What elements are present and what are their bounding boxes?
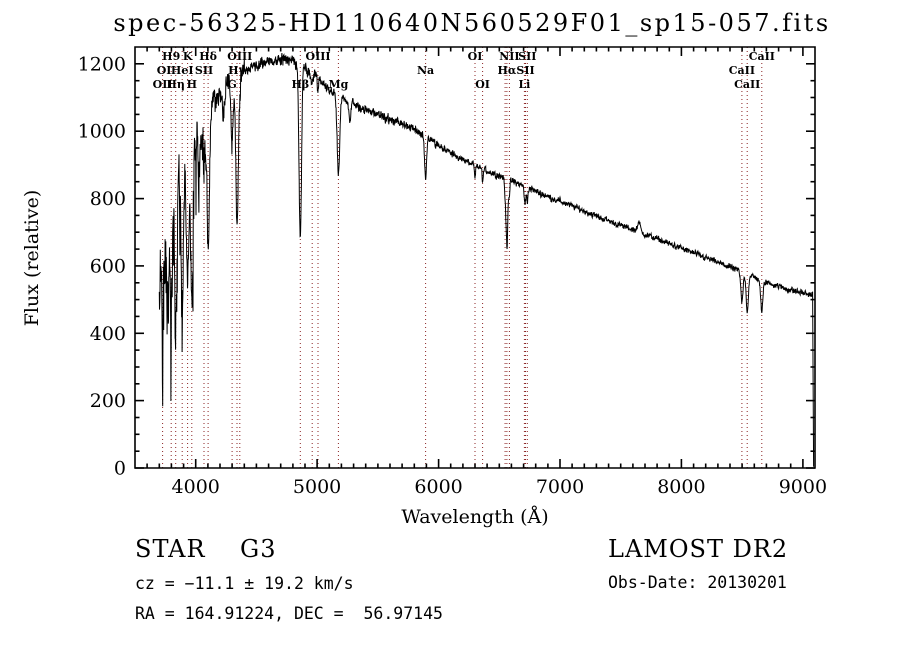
svg-text:5000: 5000	[293, 476, 341, 498]
svg-text:OI: OI	[468, 50, 483, 63]
radec-text: RA = 164.91224, DEC = 56.97145	[135, 604, 443, 623]
svg-text:4000: 4000	[172, 476, 220, 498]
svg-text:H: H	[187, 78, 197, 91]
svg-text:CaII: CaII	[734, 78, 760, 91]
spectrum-trace	[158, 52, 815, 467]
axes	[134, 46, 816, 469]
plot-title: spec-56325-HD110640N560529F01_sp15-057.f…	[113, 9, 830, 37]
svg-text:Hδ: Hδ	[199, 50, 217, 63]
svg-text:Na: Na	[417, 64, 434, 77]
svg-text:800: 800	[90, 188, 126, 210]
svg-text:400: 400	[90, 323, 126, 345]
svg-text:Li: Li	[518, 78, 530, 91]
x-axis-label: Wavelength (Å)	[401, 506, 548, 528]
svg-text:Hα: Hα	[497, 64, 516, 77]
svg-text:8000: 8000	[657, 476, 705, 498]
svg-text:SII: SII	[195, 64, 213, 77]
svg-text:Hη: Hη	[167, 78, 185, 91]
svg-text:CaII: CaII	[749, 50, 775, 63]
svg-text:OI: OI	[475, 78, 490, 91]
svg-text:1200: 1200	[78, 53, 126, 75]
svg-text:SII: SII	[516, 64, 534, 77]
svg-text:OII: OII	[153, 78, 173, 91]
svg-text:CaII: CaII	[729, 64, 755, 77]
svg-text:SII: SII	[518, 50, 536, 63]
svg-text:OI: OI	[157, 64, 172, 77]
spectral-line-markers	[162, 47, 763, 468]
tick-labels: 4000 5000 6000 7000 8000 9000 0 200 400 600 800 100…	[78, 53, 827, 498]
svg-text:200: 200	[90, 390, 126, 412]
svg-text:OIII: OIII	[305, 50, 330, 63]
svg-text:Mg: Mg	[328, 78, 348, 91]
survey-text: LAMOST DR2	[608, 535, 788, 563]
svg-text:6000: 6000	[414, 476, 462, 498]
svg-text:H9: H9	[162, 50, 180, 63]
svg-text:K: K	[183, 50, 193, 63]
svg-text:NII: NII	[499, 50, 519, 63]
svg-text:7000: 7000	[536, 476, 584, 498]
svg-text:1000: 1000	[78, 121, 126, 143]
svg-text:9000: 9000	[779, 476, 827, 498]
svg-text:OIII: OIII	[227, 50, 252, 63]
obs-date-text: Obs-Date: 20130201	[608, 573, 787, 592]
svg-text:HeI: HeI	[171, 64, 194, 77]
svg-text:Hβ: Hβ	[291, 78, 309, 91]
svg-text:600: 600	[90, 255, 126, 277]
object-class-text: STAR G3	[135, 535, 277, 563]
svg-text:0: 0	[114, 458, 126, 480]
svg-text:G: G	[227, 78, 236, 91]
cz-text: cz = −11.1 ± 19.2 km/s	[135, 574, 354, 593]
y-axis-label: Flux (relative)	[21, 190, 43, 327]
